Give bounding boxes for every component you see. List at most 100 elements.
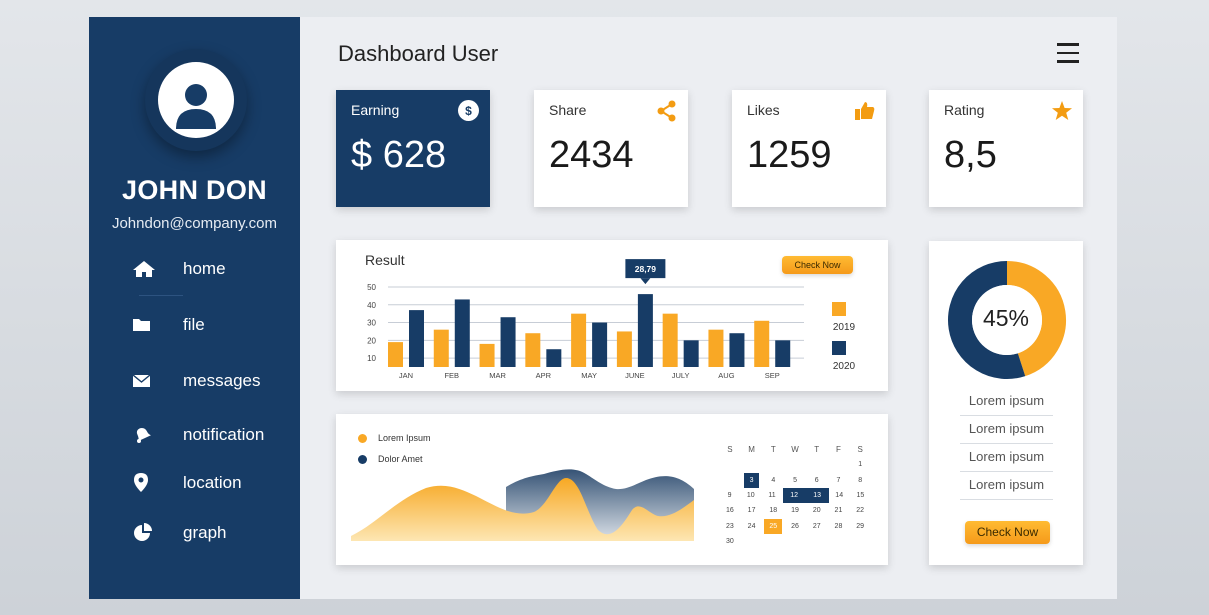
calendar-day-number: 8 — [858, 476, 863, 484]
calendar-day-number: 18 — [769, 507, 778, 515]
nav-item-home[interactable]: home — [133, 253, 283, 285]
calendar-week: 30 — [719, 534, 871, 549]
stat-label: Earning — [351, 102, 400, 118]
stat-label: Rating — [944, 102, 985, 118]
calendar-day-number — [788, 457, 803, 472]
y-tick-label: 30 — [367, 319, 376, 328]
calendar-day-number — [744, 457, 759, 472]
calendar-day-number: 13 — [805, 488, 829, 504]
nav-item-location[interactable]: location — [133, 467, 283, 499]
list-item[interactable]: Lorem ipsum — [960, 416, 1053, 444]
nav-item-graph[interactable]: graph — [133, 517, 283, 549]
list-item[interactable]: Lorem ipsum — [960, 388, 1053, 416]
calendar-week: 16 17 18 19 20 21 22 — [719, 503, 871, 518]
calendar-day-number: 7 — [836, 476, 841, 484]
nav-item-file[interactable]: file — [133, 309, 283, 341]
bar-chart: 10 20 30 40 50 JAN FEB MAR APR MAY JUNE JULY AUG SEP 2… — [367, 259, 856, 380]
calendar-day[interactable]: 11 — [761, 488, 782, 503]
chart-title: Result — [365, 252, 405, 268]
calendar-day[interactable]: 7 — [828, 473, 850, 488]
nav-item-notification[interactable]: notification — [133, 419, 283, 451]
user-email: Johndon@company.com — [111, 215, 278, 232]
check-now-button[interactable]: Check Now — [782, 256, 853, 274]
avatar[interactable] — [145, 49, 247, 151]
nav-divider — [139, 295, 183, 296]
donut-slice-0 — [1006, 261, 1066, 377]
bar-2019-sep — [754, 320, 770, 367]
calendar-day-number — [809, 534, 824, 549]
bar-2019-july — [662, 313, 678, 367]
calendar-day-header: T — [814, 445, 820, 455]
bar-2020-sep — [775, 340, 791, 367]
calendar-day[interactable]: 30 — [719, 534, 741, 549]
calendar-day[interactable]: 18 — [762, 503, 784, 518]
y-tick-label: 50 — [367, 283, 376, 292]
calendar-day[interactable]: 17 — [741, 503, 763, 518]
calendar-day[interactable]: 1 — [849, 457, 871, 472]
bar-2019-mar — [479, 343, 495, 367]
legend-label: 2019 — [833, 322, 856, 333]
calendar-day — [806, 457, 828, 472]
calendar-day-number: 6 — [814, 476, 819, 484]
calendar-day[interactable]: 3 — [741, 472, 763, 488]
y-tick-label: 40 — [367, 301, 376, 310]
donut-center-label: 45% — [982, 305, 1030, 331]
list-item[interactable]: Lorem ipsum — [960, 444, 1053, 472]
bar-2019-aug — [708, 329, 724, 367]
bell-icon — [133, 425, 161, 445]
calendar-day[interactable]: 12 — [782, 488, 806, 504]
calendar-day[interactable]: 26 — [784, 519, 806, 534]
calendar-day[interactable]: 27 — [806, 519, 828, 534]
donut-chart — [948, 261, 1066, 379]
list-item[interactable]: Lorem ipsum — [960, 472, 1053, 500]
calendar-day[interactable]: 22 — [849, 503, 871, 518]
calendar-day[interactable]: 8 — [849, 473, 871, 488]
calendar-day[interactable]: 15 — [850, 488, 871, 503]
user-name: JOHN DON — [122, 175, 267, 205]
bar-2019-june — [616, 331, 632, 367]
stat-label: Likes — [747, 102, 780, 118]
menu-icon[interactable] — [1057, 43, 1079, 63]
nav-label: messages — [183, 371, 261, 390]
calendar-day[interactable]: 21 — [828, 503, 850, 518]
calendar-day[interactable]: 29 — [849, 519, 871, 534]
calendar-day[interactable]: 4 — [762, 473, 784, 488]
area-chart — [351, 469, 694, 541]
y-tick-label: 20 — [367, 336, 376, 345]
calendar-day-number: 14 — [835, 492, 844, 500]
calendar-day[interactable]: 28 — [828, 519, 850, 534]
calendar-day[interactable]: 5 — [784, 473, 806, 488]
nav-item-messages[interactable]: messages — [133, 365, 283, 397]
stat-value: 1259 — [747, 134, 832, 176]
calendar-day-header: F — [836, 445, 841, 455]
legend-label: Dolor Amet — [378, 454, 423, 464]
location-pin-icon — [133, 473, 161, 493]
nav-label: home — [183, 259, 226, 278]
calendar-day[interactable]: 10 — [740, 488, 761, 503]
calendar-day[interactable]: 14 — [829, 488, 850, 503]
bar-2020-jan — [409, 310, 424, 367]
stat-card-earning: Earning $ $ 628 — [336, 90, 490, 207]
x-tick-label: AUG — [718, 371, 734, 380]
calendar-day-number: 10 — [746, 492, 755, 500]
calendar-day[interactable]: 23 — [719, 519, 741, 534]
calendar-day — [828, 457, 850, 472]
calendar-day[interactable]: 9 — [719, 488, 740, 503]
calendar-day[interactable]: 6 — [806, 473, 828, 488]
check-now-button[interactable]: Check Now — [965, 521, 1050, 544]
calendar-day[interactable]: 19 — [784, 503, 806, 518]
bar-2019-may — [571, 313, 587, 367]
result-chart-card: Result Check Now 10 20 30 40 50 JAN FEB MAR APR M… — [336, 240, 888, 391]
calendar-day-number: 24 — [747, 522, 756, 530]
bar-2020-apr — [546, 349, 562, 367]
calendar-day-number — [831, 534, 846, 549]
calendar-day[interactable]: 25 — [762, 518, 784, 534]
calendar-day[interactable]: 24 — [741, 519, 763, 534]
donut-card: 45% Lorem ipsum Lorem ipsum Lorem ipsum … — [929, 241, 1083, 565]
calendar-day-number: 28 — [834, 522, 843, 530]
calendar-day[interactable]: 16 — [719, 503, 741, 518]
calendar-day[interactable]: 13 — [805, 488, 829, 504]
legend-label: Lorem Ipsum — [378, 433, 431, 443]
calendar-day[interactable]: 20 — [806, 503, 828, 518]
calendar-day-number — [831, 457, 846, 472]
